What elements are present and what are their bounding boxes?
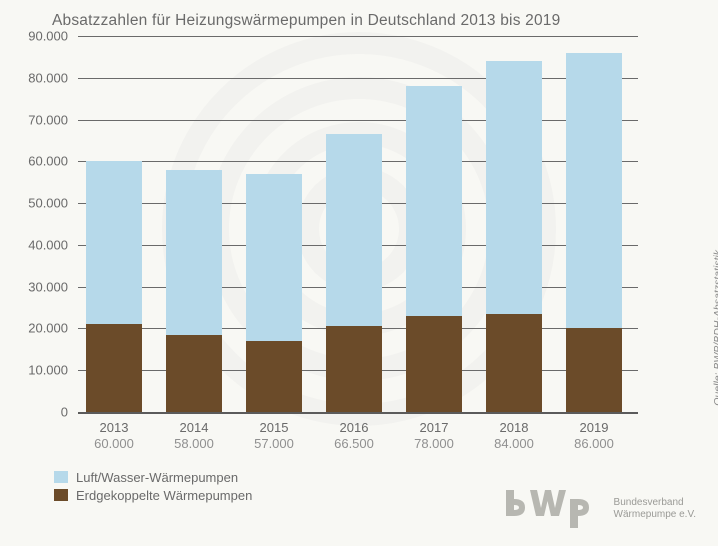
y-tick-label: 10.000 bbox=[28, 363, 68, 378]
y-tick-label: 20.000 bbox=[28, 321, 68, 336]
x-tick-year: 2017 bbox=[406, 420, 462, 435]
bar-segment-ground bbox=[86, 324, 142, 412]
logo-text-line1: Bundesverband bbox=[614, 497, 696, 510]
bar-segment-ground bbox=[326, 326, 382, 412]
legend-label-air: Luft/Wasser-Wärmepumpen bbox=[76, 470, 238, 485]
bwp-logo-mark bbox=[504, 488, 604, 530]
x-tick-year: 2018 bbox=[486, 420, 542, 435]
x-tick-total: 60.000 bbox=[86, 436, 142, 451]
y-tick-label: 0 bbox=[61, 405, 68, 420]
y-tick-label: 40.000 bbox=[28, 237, 68, 252]
bar-segment-ground bbox=[566, 328, 622, 412]
bwp-logo: Bundesverband Wärmepumpe e.V. bbox=[504, 488, 696, 530]
legend-item-air: Luft/Wasser-Wärmepumpen bbox=[54, 468, 252, 486]
bar-segment-air bbox=[246, 174, 302, 341]
x-tick-total: 57.000 bbox=[246, 436, 302, 451]
x-tick-year: 2016 bbox=[326, 420, 382, 435]
x-tick-total: 66.500 bbox=[326, 436, 382, 451]
logo-text-line2: Wärmepumpe e.V. bbox=[614, 509, 696, 522]
source-citation: Quelle: BWP/BDH-Absatzstatistik bbox=[712, 250, 718, 406]
bar-segment-ground bbox=[486, 314, 542, 412]
legend-swatch-air bbox=[54, 471, 68, 483]
legend: Luft/Wasser-Wärmepumpen Erdgekoppelte Wä… bbox=[54, 468, 252, 504]
x-tick-year: 2013 bbox=[86, 420, 142, 435]
bar-segment-air bbox=[326, 134, 382, 326]
bar-segment-air bbox=[166, 170, 222, 335]
y-tick-label: 70.000 bbox=[28, 112, 68, 127]
bar-segment-air bbox=[486, 61, 542, 314]
gridline bbox=[78, 412, 638, 414]
bar-segment-ground bbox=[166, 335, 222, 412]
y-tick-label: 30.000 bbox=[28, 279, 68, 294]
chart-title: Absatzzahlen für Heizungswärmepumpen in … bbox=[52, 12, 560, 30]
legend-swatch-ground bbox=[54, 489, 68, 501]
x-tick-year: 2014 bbox=[166, 420, 222, 435]
bar-segment-air bbox=[86, 161, 142, 324]
bwp-logo-text: Bundesverband Wärmepumpe e.V. bbox=[614, 497, 696, 522]
gridline bbox=[78, 36, 638, 37]
y-tick-label: 90.000 bbox=[28, 29, 68, 44]
y-tick-label: 80.000 bbox=[28, 70, 68, 85]
x-tick-year: 2019 bbox=[566, 420, 622, 435]
x-tick-total: 58.000 bbox=[166, 436, 222, 451]
y-tick-label: 60.000 bbox=[28, 154, 68, 169]
x-tick-total: 78.000 bbox=[406, 436, 462, 451]
y-tick-label: 50.000 bbox=[28, 196, 68, 211]
bar-segment-air bbox=[406, 86, 462, 316]
gridline bbox=[78, 120, 638, 121]
legend-item-ground: Erdgekoppelte Wärmepumpen bbox=[54, 486, 252, 504]
x-tick-year: 2015 bbox=[246, 420, 302, 435]
bar-segment-ground bbox=[406, 316, 462, 412]
bar-segment-ground bbox=[246, 341, 302, 412]
x-tick-total: 86.000 bbox=[566, 436, 622, 451]
x-tick-total: 84.000 bbox=[486, 436, 542, 451]
legend-label-ground: Erdgekoppelte Wärmepumpen bbox=[76, 488, 252, 503]
chart-area: 010.00020.00030.00040.00050.00060.00070.… bbox=[78, 36, 638, 412]
bar-segment-air bbox=[566, 53, 622, 329]
gridline bbox=[78, 78, 638, 79]
